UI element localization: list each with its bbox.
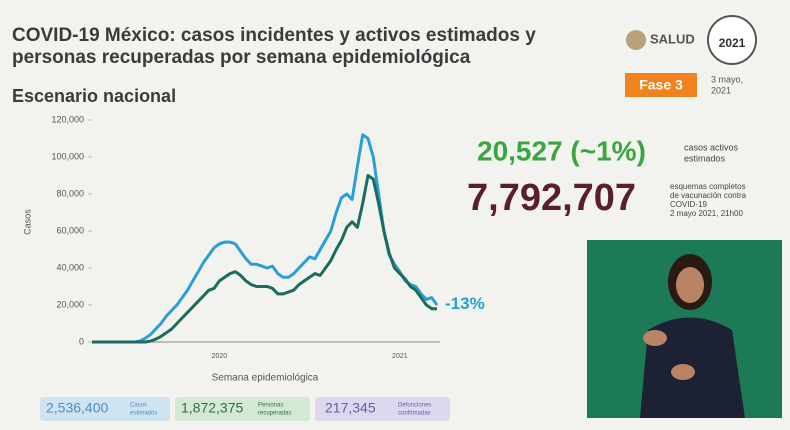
y-tick-label: 40,000 [56,262,84,272]
x-axis-label: Semana epidemiológica [212,373,319,384]
stat-label: recuperadas [258,411,291,417]
x-tick-label: 2021 [392,353,408,360]
logo-year: 2021 [719,36,746,50]
vaccination-count: 7,792,707 [467,177,636,219]
stat-label: confirmadas [398,411,431,417]
y-tick-label: 100,000 [51,151,84,161]
stat-label: Defunciones [398,403,431,409]
salud-emblem [626,30,646,50]
x-tick-label: 2020 [212,353,228,360]
brand: SALUD [650,31,695,46]
phase: Fase 3 [639,77,683,93]
y-tick-label: 80,000 [56,188,84,198]
series-line [92,174,437,344]
vaccination-label: 2 mayo 2021, 21h00 [670,209,743,218]
stat-value: 2,536,400 [46,400,108,416]
date: 3 mayo, [711,74,743,84]
phase-badge [625,73,697,97]
y-tick-label: 120,000 [51,114,84,124]
y-axis-label: Casos [22,209,32,235]
title-line2: personas recuperadas por semana epidemio… [12,47,471,68]
title: COVID-19 México: casos incidentes y acti… [12,25,536,46]
y-tick-label: 20,000 [56,299,84,309]
series-line [92,133,439,344]
stat-value: 217,345 [325,400,376,416]
vaccination-label: COVID-19 [670,200,707,209]
vaccination-label: esquemas completos [670,182,746,191]
stat-box [175,397,310,421]
logo [707,15,757,65]
active-label: estimados [684,153,726,163]
stat-value: 1,872,375 [181,400,243,416]
subtitle: Escenario nacional [12,86,176,106]
interpreter-hand [671,364,695,380]
y-tick-label: 60,000 [56,225,84,235]
active-label: casos activos [684,142,739,152]
interpreter-hand [643,330,667,346]
vaccination-label: de vacunación contra [670,191,747,200]
interpreter-face [676,267,704,303]
stat-box [315,397,450,421]
active-cases: 20,527 (~1%) [477,135,646,166]
stat-label: Casos [130,403,147,409]
stat-label: estimados [130,411,157,417]
stat-label: Personas [258,403,283,409]
annotation: -13% [445,294,485,313]
date: 2021 [711,85,731,95]
stat-box [40,397,170,421]
y-tick-label: 0 [79,336,84,346]
